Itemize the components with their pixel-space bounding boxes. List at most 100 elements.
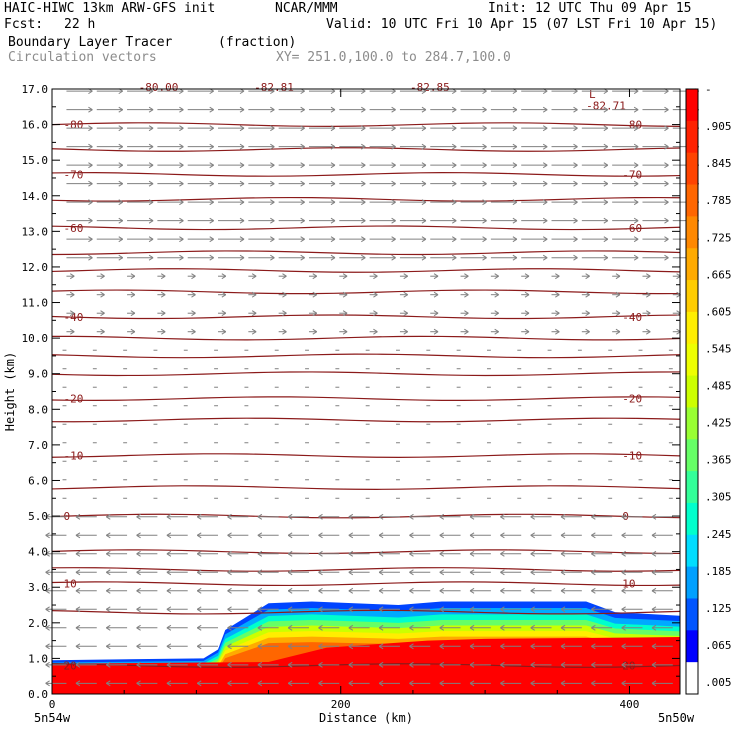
circulation-vector-head	[591, 569, 596, 576]
circulation-vector-head	[227, 606, 232, 613]
circulation-vector-head	[524, 328, 530, 335]
colorbar-frame	[685, 88, 699, 695]
circulation-vector-head	[542, 143, 548, 150]
circulation-vector-head	[282, 291, 287, 298]
temperature-contour	[51, 609, 681, 615]
circulation-vector-head	[287, 606, 293, 613]
circulation-vector-head	[451, 236, 457, 243]
circulation-vector-head	[530, 569, 535, 576]
circulation-vector-head	[166, 513, 172, 520]
colorbar-label: -	[705, 83, 712, 96]
circulation-vector-head	[482, 199, 487, 206]
colorbar-swatch	[686, 216, 698, 249]
circulation-vector-head	[75, 606, 81, 613]
circulation-vector-head	[45, 550, 50, 557]
colorbar-swatch	[686, 407, 698, 440]
temperature-contour	[51, 335, 681, 341]
circulation-vector-head	[378, 587, 384, 594]
circulation-vector-head	[512, 236, 518, 243]
circulation-vector-head	[106, 513, 111, 520]
circulation-vector-head	[348, 550, 354, 557]
circulation-vector-head	[585, 310, 590, 317]
y-tick-label: 17.0	[22, 83, 49, 96]
circulation-vector-head	[591, 643, 596, 650]
circulation-vector-head	[409, 532, 414, 539]
colorbar-swatch	[686, 248, 698, 281]
circulation-vector-head	[136, 587, 141, 594]
circulation-vector-head	[179, 254, 184, 261]
x-end-location: 5n50w	[658, 711, 695, 725]
cross-section-coordinates: XY= 251.0,100.0 to 284.7,100.0	[276, 50, 511, 65]
circulation-vector-head	[409, 624, 414, 631]
circulation-vector-head	[615, 328, 621, 335]
circulation-vector-head	[348, 624, 354, 631]
circulation-vector-head	[282, 273, 287, 280]
circulation-vector-head	[88, 217, 93, 224]
contour-label: 0	[64, 510, 71, 523]
contour-label: -70	[64, 168, 84, 181]
circulation-vector-head	[45, 624, 50, 631]
temperature-contour	[51, 353, 681, 359]
circulation-vector-head	[651, 624, 657, 631]
circulation-vector-head	[251, 310, 257, 317]
temperature-contour	[51, 513, 681, 519]
circulation-vector-head	[651, 680, 657, 687]
colorbar-swatch	[686, 311, 698, 345]
circulation-vector-head	[136, 513, 141, 520]
contour-low-marker: L	[589, 88, 596, 101]
circulation-vector-head	[439, 680, 445, 687]
circulation-vector-head	[348, 606, 354, 613]
circulation-vector-head	[75, 624, 81, 631]
circulation-vector-head	[318, 587, 323, 594]
circulation-vector-head	[555, 291, 560, 298]
circulation-vector-head	[482, 180, 487, 187]
circulation-vector-head	[179, 217, 184, 224]
circulation-vector-head	[633, 180, 639, 187]
circulation-vector-head	[75, 550, 81, 557]
circulation-vector-head	[209, 236, 214, 243]
circulation-vector-head	[530, 661, 535, 668]
y-tick-label: 4.0	[28, 546, 48, 559]
circulation-vector-head	[603, 143, 609, 150]
circulation-vector-head	[88, 180, 93, 187]
colorbar-swatch	[686, 375, 698, 408]
circulation-vector-head	[196, 606, 202, 613]
circulation-vector-head	[482, 162, 487, 169]
circulation-vector-head	[373, 310, 378, 317]
circulation-vector-head	[512, 254, 518, 261]
circulation-vector-head	[573, 236, 578, 243]
temperature-contour	[51, 581, 681, 587]
circulation-vector-head	[227, 513, 232, 520]
x-start-location: 5n54w	[34, 711, 71, 725]
circulation-vector-head	[282, 328, 287, 335]
circulation-vector-head	[512, 125, 518, 132]
circulation-vector-head	[615, 273, 621, 280]
circulation-vector-head	[257, 606, 263, 613]
circulation-vector-head	[196, 661, 202, 668]
circulation-vector-head	[348, 643, 354, 650]
contour-label: -40	[64, 311, 84, 324]
circulation-vector-head	[409, 606, 414, 613]
circulation-vector-head	[136, 661, 141, 668]
circulation-vector-head	[69, 273, 75, 280]
center-label: NCAR/MMM	[275, 1, 338, 16]
circulation-vector-head	[239, 199, 245, 206]
circulation-vector-head	[209, 254, 214, 261]
circulation-vector-head	[361, 162, 366, 169]
circulation-vector-head	[651, 569, 657, 576]
circulation-vector-head	[148, 106, 154, 113]
circulation-vector-head	[500, 550, 505, 557]
circulation-vector-head	[469, 513, 475, 520]
y-tick-label: 6.0	[28, 474, 48, 487]
circulation-vector-head	[88, 125, 93, 132]
init-time: Init: 12 UTC Thu 09 Apr 15	[488, 1, 692, 16]
model-title: HAIC-HIWC 13km ARW-GFS init	[4, 1, 216, 16]
circulation-vector-head	[500, 587, 505, 594]
circulation-vector-head	[251, 291, 257, 298]
circulation-vector-head	[560, 550, 566, 557]
circulation-vector-head	[88, 106, 93, 113]
y-tick-label: 16.0	[22, 119, 49, 132]
circulation-vector-head	[621, 624, 626, 631]
circulation-vector-head	[500, 680, 505, 687]
circulation-vector-head	[373, 291, 378, 298]
